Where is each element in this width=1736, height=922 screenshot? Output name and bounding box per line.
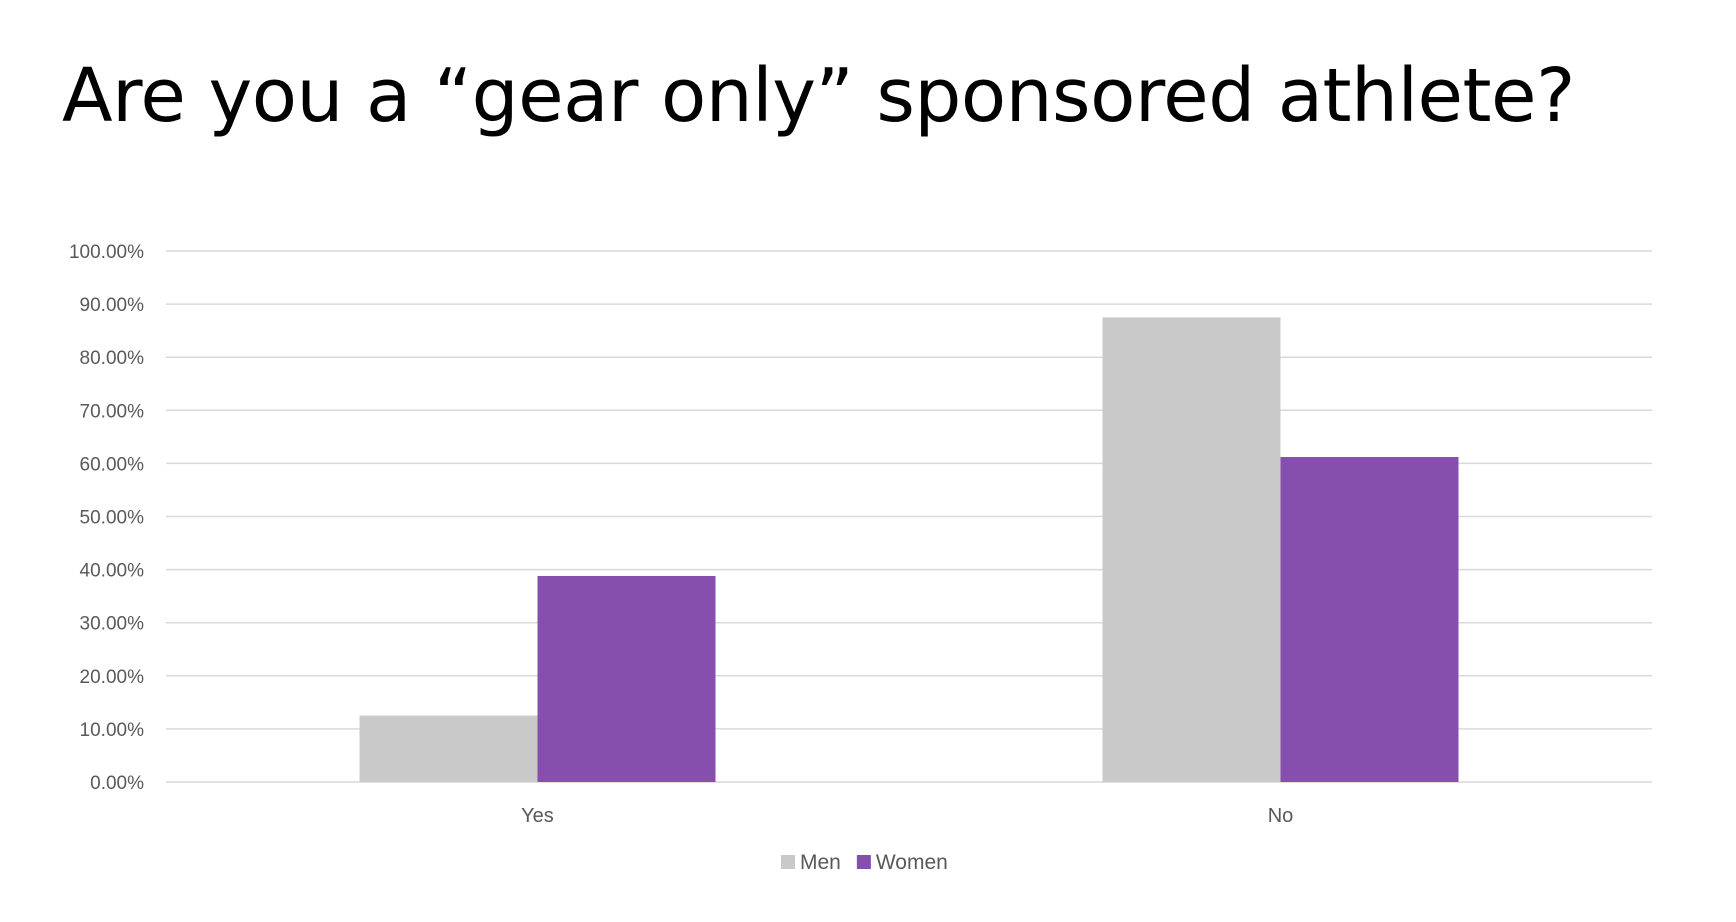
x-category-label: Yes xyxy=(521,805,554,827)
y-tick-label: 90.00% xyxy=(80,295,145,316)
legend-swatch xyxy=(781,855,795,869)
bar-men-no xyxy=(1102,317,1281,782)
legend-item-men: Men xyxy=(781,851,841,874)
y-tick-label: 10.00% xyxy=(80,720,145,741)
y-tick-label: 0.00% xyxy=(90,773,144,794)
gridlines xyxy=(166,250,1652,783)
y-axis-tick-labels: 0.00% 10.00% 20.00% 30.00% 40.00% 50.00% 60.00… xyxy=(69,242,144,794)
y-tick-label: 30.00% xyxy=(80,614,145,635)
x-category-label: No xyxy=(1268,805,1294,827)
bar-men-yes xyxy=(359,715,538,782)
bar-women-no xyxy=(1280,457,1459,782)
legend-label: Women xyxy=(876,851,948,874)
x-axis-category-labels: Yes No xyxy=(521,805,1293,827)
legend-label: Men xyxy=(800,851,841,874)
y-tick-label: 80.00% xyxy=(80,348,145,369)
y-tick-label: 20.00% xyxy=(80,667,145,688)
bars xyxy=(359,317,1459,782)
y-tick-label: 100.00% xyxy=(69,242,144,263)
legend: Men Women xyxy=(781,851,948,874)
y-tick-label: 70.00% xyxy=(80,401,145,422)
bar-women-yes xyxy=(537,575,716,782)
legend-item-women: Women xyxy=(856,851,948,874)
y-tick-label: 40.00% xyxy=(80,561,145,582)
y-tick-label: 60.00% xyxy=(80,454,145,475)
legend-swatch xyxy=(856,855,871,869)
y-tick-label: 50.00% xyxy=(80,508,145,529)
slide-title: Are you a “gear only” sponsored athlete? xyxy=(62,53,1575,139)
